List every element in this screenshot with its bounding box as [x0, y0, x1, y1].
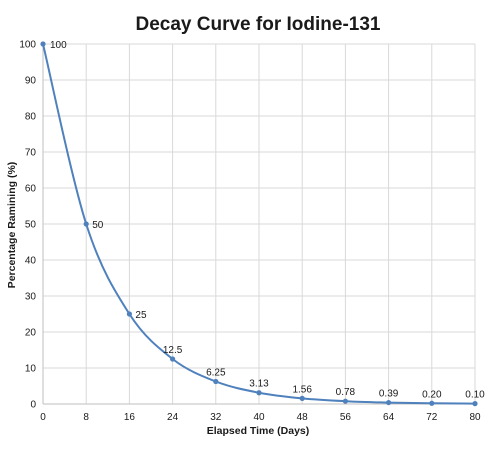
series-layer [40, 41, 478, 407]
data-label: 1.56 [292, 384, 312, 395]
x-tick-label: 0 [40, 412, 46, 423]
x-tick-label: 32 [210, 412, 222, 423]
data-point [170, 356, 176, 362]
x-axis-title: Elapsed Time (Days) [207, 425, 310, 437]
chart-title: Decay Curve for Iodine-131 [136, 14, 381, 35]
y-tick-label: 50 [25, 220, 37, 231]
data-point [299, 395, 305, 401]
y-tick-label: 30 [25, 292, 37, 303]
x-tick-label: 8 [83, 412, 89, 423]
x-tick-label: 40 [253, 412, 265, 423]
y-tick-label: 70 [25, 148, 37, 159]
y-tick-label: 90 [25, 76, 37, 87]
data-label: 0.10 [465, 390, 485, 401]
data-point [40, 41, 46, 47]
axes [42, 44, 475, 405]
data-point [83, 221, 89, 227]
tick-labels: 0 10 20 30 40 50 60 70 80 90 100 0 8 16 24 32 40 48 56 64 72… [19, 40, 481, 424]
data-label: 0.39 [379, 389, 399, 400]
y-tick-label: 80 [25, 112, 37, 123]
data-point [386, 399, 392, 406]
data-point [256, 390, 262, 396]
data-label: 100 [50, 40, 67, 51]
data-labels: 100 50 25 12.5 6.25 3.13 1.56 0.78 0.39 0.20 0.10 [50, 40, 485, 401]
data-label: 3.13 [249, 379, 269, 390]
data-point [472, 401, 478, 407]
data-label: 0.78 [336, 387, 356, 398]
data-point [342, 398, 348, 404]
y-tick-label: 40 [25, 256, 37, 267]
y-axis-title: Percentage Ramining (%) [6, 162, 18, 289]
data-label: 50 [92, 220, 104, 231]
data-point [429, 400, 435, 406]
y-tick-label: 100 [19, 40, 36, 51]
y-tick-label: 0 [30, 400, 36, 411]
data-label: 12.5 [163, 345, 183, 356]
data-point [126, 311, 132, 317]
x-tick-label: 56 [340, 412, 352, 423]
grid-lines [43, 43, 476, 404]
x-tick-label: 16 [124, 412, 136, 423]
y-tick-label: 60 [25, 184, 37, 195]
data-label: 0.20 [422, 389, 442, 400]
data-label: 6.25 [206, 368, 226, 379]
data-label: 25 [135, 310, 147, 321]
x-tick-label: 24 [167, 412, 179, 423]
x-tick-label: 64 [383, 412, 395, 423]
y-tick-label: 10 [25, 364, 37, 375]
x-tick-label: 72 [426, 412, 438, 423]
x-tick-label: 80 [469, 412, 481, 423]
series-line [42, 43, 476, 405]
x-tick-label: 48 [297, 412, 309, 423]
data-point [213, 378, 219, 385]
y-tick-label: 20 [25, 328, 37, 339]
